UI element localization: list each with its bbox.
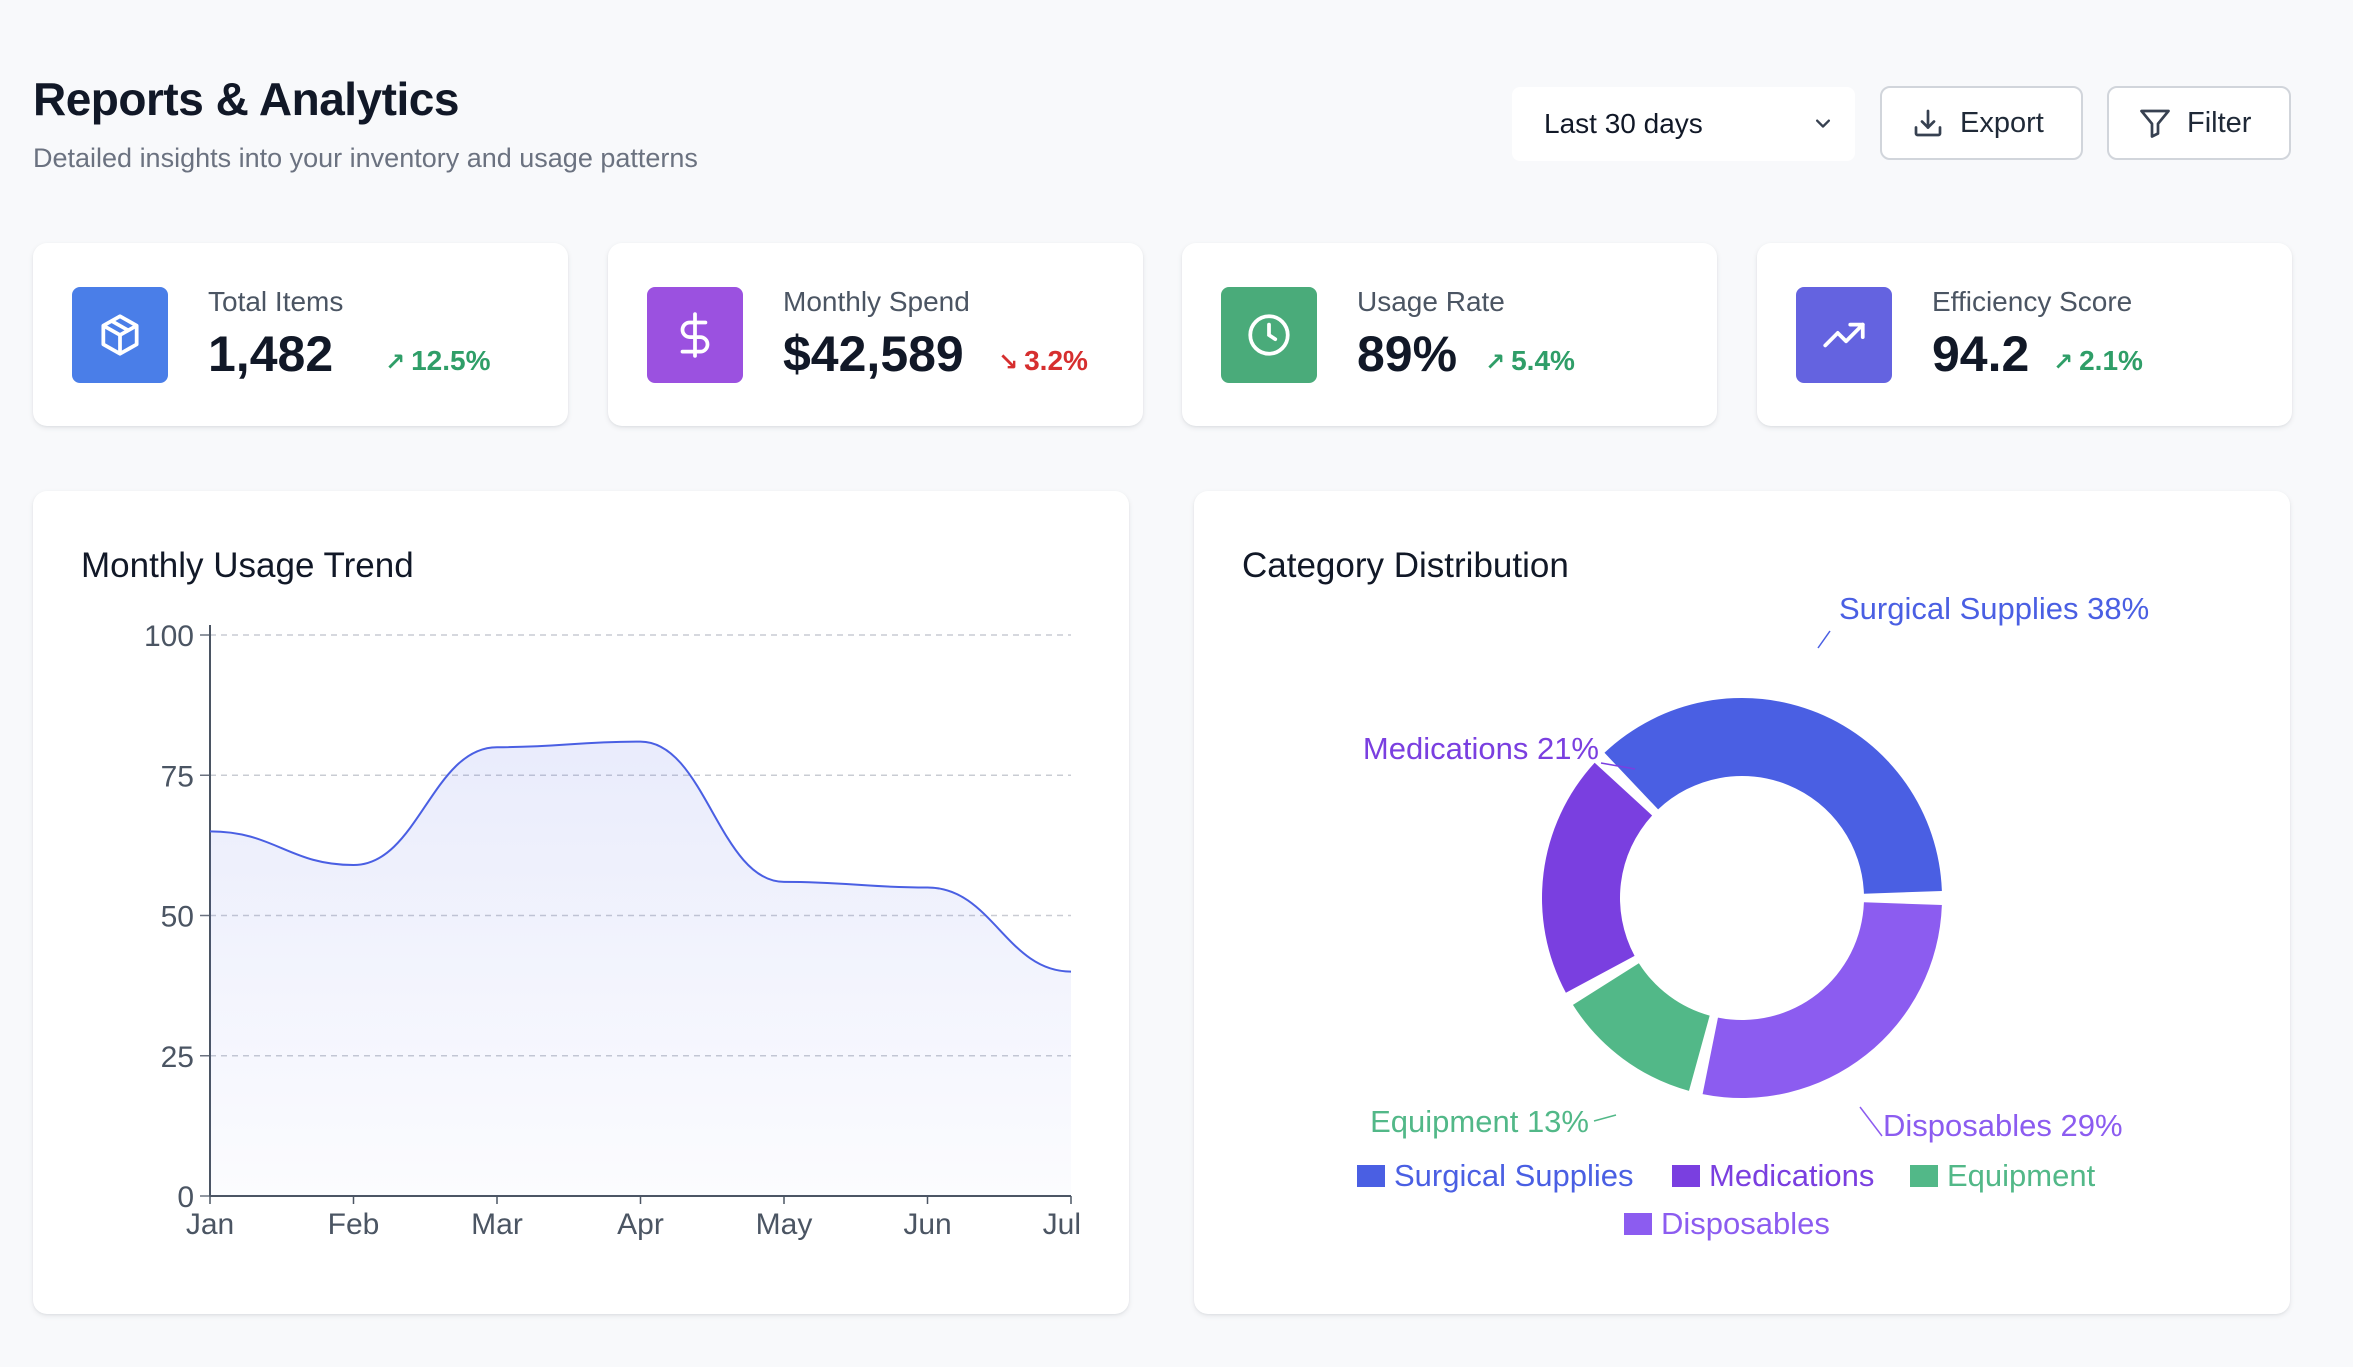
y-tick-label: 50: [161, 901, 194, 934]
kpi-change-value: 3.2%: [1024, 345, 1088, 376]
x-tick-label: Feb: [328, 1208, 380, 1241]
arrow-up-right-icon: ↗: [1485, 349, 1506, 376]
y-tick-label: 25: [161, 1041, 194, 1074]
slice-label: Surgical Supplies 38%: [1839, 591, 2149, 626]
x-tick-label: Apr: [617, 1208, 664, 1241]
page-title: Reports & Analytics: [33, 73, 459, 125]
x-tick-label: Jan: [186, 1208, 234, 1241]
filter-button[interactable]: Filter: [2107, 86, 2291, 160]
kpi-label: Usage Rate: [1357, 286, 1505, 317]
arrow-down-right-icon: ↘: [998, 349, 1019, 376]
kpi-icon-tile: [1221, 287, 1317, 383]
y-tick-label: 0: [177, 1181, 194, 1214]
y-tick-label: 75: [161, 760, 194, 793]
kpi-icon-tile: [1796, 287, 1892, 383]
x-tick-label: Jul: [1043, 1208, 1081, 1241]
arrow-up-right-icon: ↗: [385, 349, 406, 376]
chevron-down-icon: [1816, 119, 1830, 128]
donut-slice: [1604, 698, 1942, 894]
kpi-change: ↗ 2.1%: [2053, 345, 2143, 377]
x-tick-label: May: [756, 1208, 813, 1241]
filter-icon: [2140, 109, 2170, 138]
date-range-value: Last 30 days: [1544, 108, 1703, 139]
donut-slice: [1542, 762, 1653, 993]
usage-line: [209, 740, 1072, 973]
slice-label: Medications 21%: [1363, 731, 1599, 766]
category-distribution-title: Category Distribution: [1242, 546, 1569, 585]
slice-label: Equipment 13%: [1370, 1104, 1589, 1139]
date-range-select[interactable]: Last 30 days: [1512, 87, 1855, 161]
legend-swatch: [1624, 1213, 1652, 1235]
legend-label: Surgical Supplies: [1394, 1158, 1634, 1193]
kpi-change-value: 2.1%: [2079, 345, 2143, 376]
leader-line: [1600, 762, 1636, 770]
kpi-card-total-items: Total Items 1,482 ↗ 12.5%: [33, 243, 568, 426]
legend-swatch: [1910, 1165, 1938, 1187]
legend-label: Equipment: [1947, 1158, 2096, 1193]
x-tick-label: Mar: [471, 1208, 523, 1241]
y-tick-label: 100: [144, 620, 194, 653]
kpi-value: 89%: [1357, 326, 1458, 382]
page-subtitle: Detailed insights into your inventory an…: [33, 143, 698, 173]
box-icon: [101, 314, 139, 356]
kpi-label: Efficiency Score: [1932, 286, 2133, 317]
usage-trend-panel: Monthly Usage Trend 0 25 50 75 100 Jan Feb Mar A…: [33, 491, 1129, 1314]
kpi-change: ↗ 5.4%: [1485, 345, 1575, 377]
kpi-value: $42,589: [783, 326, 964, 382]
slice-label: Disposables 29%: [1883, 1108, 2123, 1143]
leader-line: [1593, 1114, 1617, 1122]
kpi-card-efficiency-score: Efficiency Score 94.2 ↗ 2.1%: [1757, 243, 2292, 426]
category-donut-chart: Surgical Supplies 38% Medications 21% Equi…: [1357, 591, 2149, 1241]
usage-trend-chart: 0 25 50 75 100 Jan Feb Mar Apr May Jun Jul: [144, 620, 1081, 1241]
kpi-value: 1,482: [208, 326, 334, 382]
kpi-icon-tile: [647, 287, 743, 383]
legend-swatch: [1357, 1165, 1385, 1187]
donut-slice: [1572, 963, 1710, 1091]
trending-up-icon: [1823, 322, 1865, 348]
kpi-label: Monthly Spend: [783, 286, 970, 317]
kpi-change-value: 5.4%: [1511, 345, 1575, 376]
kpi-change: ↗ 12.5%: [385, 345, 491, 377]
kpi-change-value: 12.5%: [411, 345, 491, 376]
kpi-value: 94.2: [1932, 326, 2030, 382]
kpi-card-monthly-spend: Monthly Spend $42,589 ↘ 3.2%: [608, 243, 1143, 426]
kpi-card-usage-rate: Usage Rate 89% ↗ 5.4%: [1182, 243, 1717, 426]
usage-area: [210, 741, 1071, 1196]
legend-label: Disposables: [1661, 1206, 1830, 1241]
export-button[interactable]: Export: [1880, 86, 2083, 160]
filter-label: Filter: [2187, 106, 2252, 139]
legend-label: Medications: [1709, 1158, 1874, 1193]
kpi-label: Total Items: [208, 286, 344, 317]
clock-icon: [1248, 314, 1290, 356]
legend-swatch: [1672, 1165, 1700, 1187]
leader-line: [1817, 630, 1831, 649]
arrow-up-right-icon: ↗: [2053, 349, 2074, 376]
kpi-change: ↘ 3.2%: [998, 345, 1088, 377]
donut-slice: [1702, 902, 1942, 1098]
export-label: Export: [1960, 106, 2044, 139]
download-icon: [1914, 109, 1942, 137]
usage-trend-title: Monthly Usage Trend: [81, 546, 414, 585]
x-tick-label: Jun: [903, 1208, 951, 1241]
dollar-icon: [680, 312, 710, 358]
category-distribution-panel: Category Distribution Surgical Supplies …: [1194, 491, 2290, 1314]
leader-line: [1859, 1106, 1883, 1137]
kpi-icon-tile: [72, 287, 168, 383]
